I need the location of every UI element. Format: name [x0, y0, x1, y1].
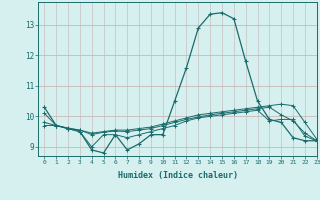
X-axis label: Humidex (Indice chaleur): Humidex (Indice chaleur) [118, 171, 238, 180]
